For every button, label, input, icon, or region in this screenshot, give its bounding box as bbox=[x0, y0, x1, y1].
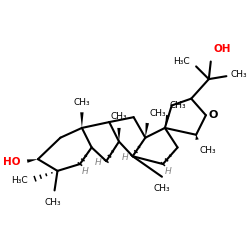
Text: CH₃: CH₃ bbox=[44, 198, 61, 207]
Text: H: H bbox=[82, 167, 89, 176]
Text: HO: HO bbox=[3, 157, 20, 167]
Text: O: O bbox=[209, 110, 218, 120]
Text: H₃C: H₃C bbox=[173, 57, 189, 66]
Text: CH₃: CH₃ bbox=[170, 101, 186, 110]
Polygon shape bbox=[80, 112, 84, 128]
Polygon shape bbox=[145, 123, 149, 138]
Text: H: H bbox=[122, 153, 129, 162]
Polygon shape bbox=[117, 128, 121, 141]
Text: H: H bbox=[165, 167, 172, 176]
Text: CH₃: CH₃ bbox=[149, 109, 166, 118]
Text: CH₃: CH₃ bbox=[199, 146, 216, 156]
Polygon shape bbox=[165, 115, 170, 128]
Text: CH₃: CH₃ bbox=[154, 184, 170, 192]
Polygon shape bbox=[27, 159, 38, 163]
Text: CH₃: CH₃ bbox=[111, 112, 127, 121]
Polygon shape bbox=[196, 135, 199, 140]
Text: OH: OH bbox=[214, 44, 231, 54]
Text: H₃C: H₃C bbox=[12, 176, 28, 185]
Text: CH₃: CH₃ bbox=[74, 98, 90, 108]
Text: H: H bbox=[95, 158, 102, 166]
Text: CH₃: CH₃ bbox=[230, 70, 247, 79]
